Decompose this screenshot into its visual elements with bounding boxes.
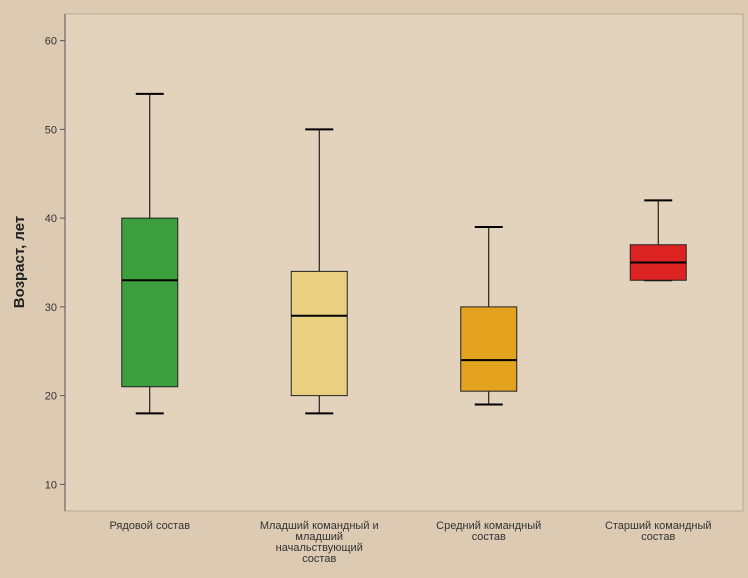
box-1 — [121, 92, 179, 415]
y-tick-label: 10 — [45, 479, 57, 491]
x-tick-label-line: начальствующий — [276, 542, 363, 554]
x-tick-label-line: младший — [295, 531, 343, 543]
x-tick-label-line: состав — [302, 553, 336, 565]
iqr-box — [460, 306, 518, 392]
y-axis: 10 20 30 40 50 60 — [45, 14, 66, 511]
y-tick-label: 30 — [45, 302, 57, 314]
x-axis-labels: Рядовой состав Младший командный и младший… — [109, 520, 711, 565]
y-tick-label: 50 — [45, 124, 57, 136]
x-tick-label: Рядовой состав — [109, 520, 190, 532]
boxes-group — [121, 92, 687, 415]
y-axis-title: Возраст, лет — [11, 216, 28, 308]
x-tick-label: Старший командный состав — [605, 520, 712, 543]
box-3 — [460, 226, 518, 406]
x-tick-label-line: Старший командный — [605, 520, 712, 532]
x-tick-label: Младший командный и младший начальствующий… — [260, 520, 379, 565]
x-tick-label-line: состав — [641, 531, 675, 543]
x-tick-label-line: Средний командный — [436, 520, 541, 532]
y-tick-label: 20 — [45, 391, 57, 403]
x-tick-label-line: Рядовой состав — [109, 520, 190, 532]
y-tick-label: 60 — [45, 36, 57, 48]
x-tick-label: Средний командный состав — [436, 520, 541, 543]
box-4 — [629, 199, 687, 282]
x-tick-label-line: состав — [472, 531, 506, 543]
iqr-box — [121, 217, 179, 388]
y-tick-label: 40 — [45, 213, 57, 225]
box-2 — [290, 128, 348, 415]
iqr-box — [290, 270, 348, 397]
x-tick-label-line: Младший командный и — [260, 520, 379, 532]
